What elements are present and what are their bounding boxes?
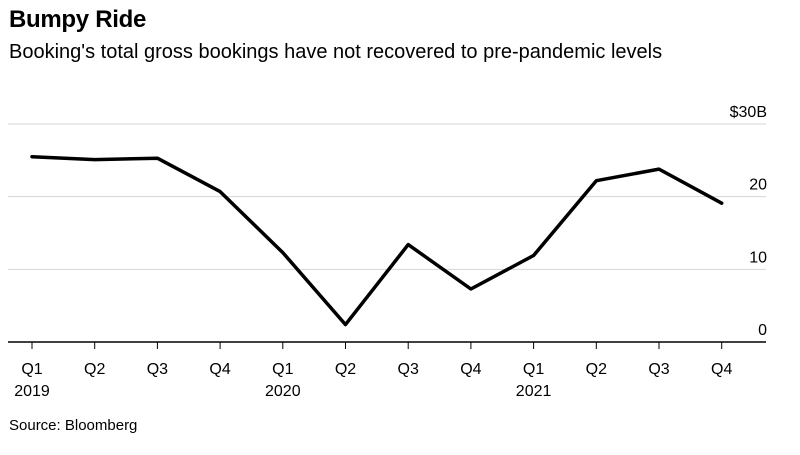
x-tick-label: Q4 <box>711 361 732 378</box>
gridlines <box>8 123 766 270</box>
series-lines <box>30 154 724 327</box>
x-year-label: 2021 <box>516 383 552 400</box>
x-tick-label: Q1 <box>272 361 293 378</box>
x-tick-label: Q1 <box>523 361 544 378</box>
chart-subtitle: Booking's total gross bookings have not … <box>9 41 663 63</box>
x-tick-label: Q1 <box>21 361 42 378</box>
x-year-label: 2019 <box>14 383 50 400</box>
source-note: Source: Bloomberg <box>9 417 138 434</box>
y-tick-label: 10 <box>749 249 767 266</box>
x-tick-label: Q4 <box>209 361 230 378</box>
chart-title: Bumpy Ride <box>9 6 147 33</box>
x-tick-label: Q3 <box>398 361 419 378</box>
y-tick-label: 0 <box>758 322 767 339</box>
y-tick-label: $30B <box>730 104 767 121</box>
x-tick-label: Q2 <box>586 361 607 378</box>
x-tick-label: Q3 <box>648 361 669 378</box>
y-axis-ticks: $30B 20 10 0 <box>730 104 767 339</box>
x-tick-label: Q4 <box>460 361 481 378</box>
x-tick-label: Q2 <box>335 361 356 378</box>
series-line <box>30 154 724 327</box>
x-axis-ticks: Q1 Q2 Q3 Q4 Q1 Q2 Q3 Q4 Q1 Q2 Q3 Q4 2019 2020 2021 <box>14 342 732 400</box>
y-tick-label: 20 <box>749 177 767 194</box>
x-tick-label: Q2 <box>84 361 105 378</box>
x-year-label: 2020 <box>265 383 301 400</box>
x-tick-label: Q3 <box>147 361 168 378</box>
